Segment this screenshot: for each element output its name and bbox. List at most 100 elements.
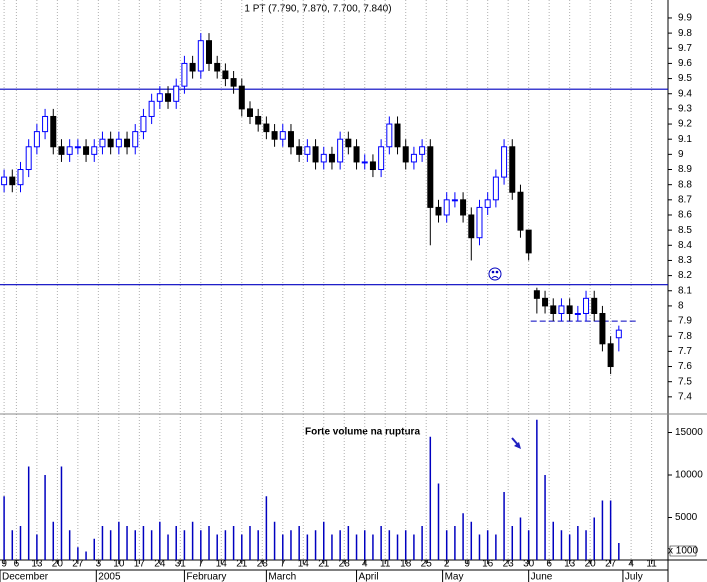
candle-body bbox=[33, 131, 40, 148]
candle-body bbox=[42, 115, 49, 133]
candle-body bbox=[9, 176, 16, 186]
month-label: March bbox=[268, 572, 296, 582]
candle-body bbox=[66, 146, 73, 155]
candle-body bbox=[345, 138, 352, 148]
y-tick-label: 8.4 bbox=[678, 240, 692, 251]
candle-body bbox=[287, 131, 294, 148]
y-tick-label: 9.4 bbox=[678, 88, 692, 99]
y-tick-label: 8.5 bbox=[678, 225, 692, 236]
y2-tick-label: 5000 bbox=[675, 512, 698, 523]
candle-body bbox=[132, 131, 139, 148]
month-label: February bbox=[186, 572, 226, 582]
x-tick-label: 17 bbox=[134, 559, 146, 570]
candle-body bbox=[165, 93, 172, 102]
y-tick-label: 8.1 bbox=[678, 285, 692, 296]
candle-body bbox=[271, 131, 278, 140]
month-label: July bbox=[625, 572, 643, 582]
candle-body bbox=[74, 146, 81, 149]
candle-body bbox=[591, 297, 598, 314]
candle-body bbox=[279, 131, 286, 140]
y-tick-label: 8 bbox=[678, 301, 684, 312]
candle-body bbox=[501, 146, 508, 178]
y-tick-label: 7.7 bbox=[678, 346, 692, 357]
candle-body bbox=[320, 153, 327, 163]
x-tick-label: 14 bbox=[298, 559, 310, 570]
candle-body bbox=[550, 305, 557, 314]
y-tick-label: 9.8 bbox=[678, 28, 692, 39]
candle-body bbox=[17, 169, 24, 186]
x-tick-label: 28 bbox=[257, 559, 269, 570]
x-tick-label: 31 bbox=[175, 559, 187, 570]
y-tick-label: 8.7 bbox=[678, 194, 692, 205]
x-tick-label: 2 bbox=[444, 559, 450, 570]
x-tick-label: 11 bbox=[646, 559, 657, 570]
y-tick-label: 7.5 bbox=[678, 376, 692, 387]
candle-body bbox=[451, 199, 458, 202]
candle-body bbox=[476, 206, 483, 239]
candle-body bbox=[91, 146, 98, 155]
x-tick-label: 21 bbox=[318, 559, 330, 570]
chart-title: 1 PT (7.790, 7.870, 7.700, 7.840) bbox=[244, 4, 391, 15]
candle-body bbox=[25, 146, 32, 171]
candle-body bbox=[206, 40, 213, 64]
x-tick-label: 9 bbox=[464, 559, 470, 570]
y-tick-label: 8.2 bbox=[678, 270, 692, 281]
candle-body bbox=[615, 329, 622, 339]
x-tick-label: 4 bbox=[628, 559, 634, 570]
candle-body bbox=[140, 115, 147, 133]
month-label: May bbox=[445, 572, 464, 582]
x-tick-label: 21 bbox=[236, 559, 248, 570]
x-tick-label: 10 bbox=[113, 559, 125, 570]
x-tick-label: 24 bbox=[154, 559, 166, 570]
candle-body bbox=[599, 312, 606, 345]
x-tick-label: 7 bbox=[280, 559, 286, 570]
candle-body bbox=[492, 176, 499, 201]
candle-body bbox=[583, 297, 590, 314]
candle-body bbox=[263, 123, 270, 133]
candle-body bbox=[124, 138, 131, 148]
x-tick-label: 20 bbox=[52, 559, 64, 570]
candle-body bbox=[181, 62, 188, 87]
candle-body bbox=[386, 123, 393, 148]
month-label: 2005 bbox=[98, 572, 121, 582]
candle-body bbox=[296, 146, 303, 155]
x-tick-label: 13 bbox=[31, 559, 43, 570]
candle-body bbox=[148, 100, 155, 117]
candle-body bbox=[484, 199, 491, 208]
y-tick-label: 8.8 bbox=[678, 179, 692, 190]
candle-body bbox=[58, 146, 65, 155]
candle-body bbox=[83, 146, 90, 155]
candle-body bbox=[156, 93, 163, 102]
y-tick-label: 7.4 bbox=[678, 391, 692, 402]
arrow bbox=[511, 437, 521, 449]
candle-body bbox=[468, 214, 475, 239]
month-label: December bbox=[2, 572, 49, 582]
x-tick-label: 28 bbox=[339, 559, 351, 570]
y2-tick-label: 15000 bbox=[675, 427, 703, 438]
candle-body bbox=[304, 146, 311, 155]
candle-body bbox=[115, 138, 122, 148]
x-tick-label: 27 bbox=[72, 559, 84, 570]
y-tick-label: 7.6 bbox=[678, 361, 692, 372]
x-tick-label: 25 bbox=[421, 559, 433, 570]
volume-unit: x 1000 bbox=[668, 546, 698, 557]
month-label: April bbox=[359, 572, 379, 582]
candle-body bbox=[214, 62, 221, 72]
candle-body bbox=[558, 305, 565, 314]
y-tick-label: 9.7 bbox=[678, 43, 692, 54]
candle-body bbox=[99, 138, 106, 148]
candle-body bbox=[410, 153, 417, 163]
x-tick-label: 9 bbox=[1, 559, 7, 570]
x-tick-label: 4 bbox=[362, 559, 368, 570]
candle-body bbox=[312, 146, 319, 163]
candle-body bbox=[369, 161, 376, 171]
candle-body bbox=[107, 138, 114, 148]
candle-body bbox=[189, 62, 196, 72]
x-tick-label: 13 bbox=[564, 559, 576, 570]
x-tick-label: 16 bbox=[482, 559, 494, 570]
candle-body bbox=[607, 343, 614, 368]
candle-body bbox=[378, 146, 385, 171]
y-tick-label: 8.3 bbox=[678, 255, 692, 266]
